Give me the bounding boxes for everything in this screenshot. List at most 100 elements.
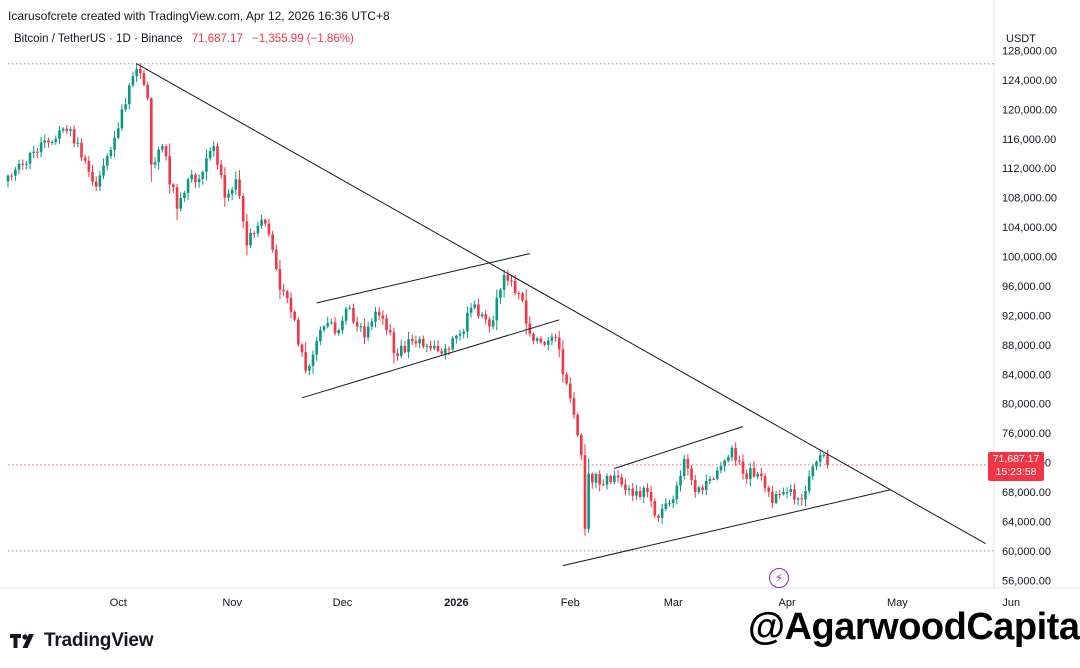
time-tick-label: May [887,597,908,609]
candle-body [620,477,624,485]
time-tick-label: Jun [1002,597,1020,609]
tradingview-brand[interactable]: TradingView [10,630,154,652]
lightning-icon[interactable]: ⚡ [769,568,789,588]
candle-body [653,501,657,516]
candle-body [410,339,414,342]
candle-body [524,300,528,324]
candle-body [124,104,127,110]
candle-body [425,345,429,347]
candle-body [701,487,704,491]
candle-body [113,137,116,150]
candle-body [28,152,32,164]
candle-body [591,473,594,483]
price-axis-labels: 128,000.00 124,000.00 120,000.00 116,000.00… [1002,45,1057,587]
candle-body [638,491,642,497]
candle-body [826,454,829,465]
candle-body [223,175,227,198]
candle-body [36,151,39,153]
candle-body [326,323,330,327]
candle-body [72,129,76,144]
candle-body [47,140,50,143]
candle-body [161,146,164,150]
candle-body [682,458,686,476]
candle-body [686,458,690,469]
currency-label[interactable]: USDT [1006,33,1036,45]
candle-body [308,365,311,371]
candle-body [399,345,403,356]
candle-body [635,491,638,496]
price-tick-label: 64,000.00 [1002,516,1051,528]
price-tick-label: 56,000.00 [1002,575,1051,587]
trendline [301,319,560,399]
candle-body [127,85,131,105]
candle-body [719,466,723,471]
candle-body [289,297,293,312]
candle-body [21,163,24,165]
candle-body [175,187,179,209]
candle-body [455,335,458,339]
candle-body [304,352,307,371]
candle-body [488,319,491,327]
candle-body [491,320,495,327]
candle-body [715,470,719,479]
candle-body [83,157,87,161]
candle-body [521,293,524,301]
time-tick-label: Apr [779,597,796,609]
candle-body [414,341,418,344]
candle-body [763,476,767,488]
candle-body [499,289,502,298]
candle-body [484,314,488,320]
price-tick-label: 120,000.00 [1002,104,1057,116]
candle-body [61,128,65,131]
candle-body [146,84,149,99]
candle-body [14,169,17,176]
candle-body [300,344,304,353]
candle-body [241,196,245,222]
candle-body [76,142,80,144]
candle-body [337,330,341,334]
candle-body [543,342,546,345]
candle-body [708,478,712,481]
trendline [136,63,986,544]
candle-body [458,333,462,336]
candle-body [65,128,69,131]
price-tick-label: 84,000.00 [1002,369,1051,381]
price-tick-label: 96,000.00 [1002,281,1051,293]
candle-body [605,475,609,485]
candle-body [796,498,800,500]
time-axis-labels: Oct Nov Dec 2026 Feb Mar Apr May Jun [110,597,1020,609]
candle-body [811,466,815,477]
candle-body [822,454,826,456]
candle-body [311,354,315,366]
trendline [614,426,744,469]
candle-body [576,414,579,436]
candle-body [102,165,105,176]
candle-body [745,473,748,479]
candle-body [245,221,249,246]
candle-body [727,457,730,461]
candle-body [627,488,631,490]
candle-body [366,326,370,338]
candle-body [131,76,135,86]
candle-body [278,269,282,290]
candle-body [164,146,168,157]
candle-body [407,339,410,353]
candle-body [363,326,366,338]
candle-body [800,498,804,500]
candle-body [249,232,252,246]
candle-body [260,219,263,226]
candle-body [752,468,756,477]
candle-body [172,184,175,188]
bar-countdown: 15:23:58 [995,466,1037,478]
candle-body [771,491,774,504]
symbol-name[interactable]: Bitcoin / TetherUS · 1D · Binance [14,33,183,45]
candle-body [818,455,822,462]
candle-body [421,338,425,347]
candle-body [561,349,565,375]
candle-body [734,447,737,461]
candle-body [749,468,752,479]
candle-body [116,128,120,138]
candle-body [466,312,469,332]
symbol-legend[interactable]: Bitcoin / TetherUS · 1D · Binance 71,687… [14,33,354,45]
